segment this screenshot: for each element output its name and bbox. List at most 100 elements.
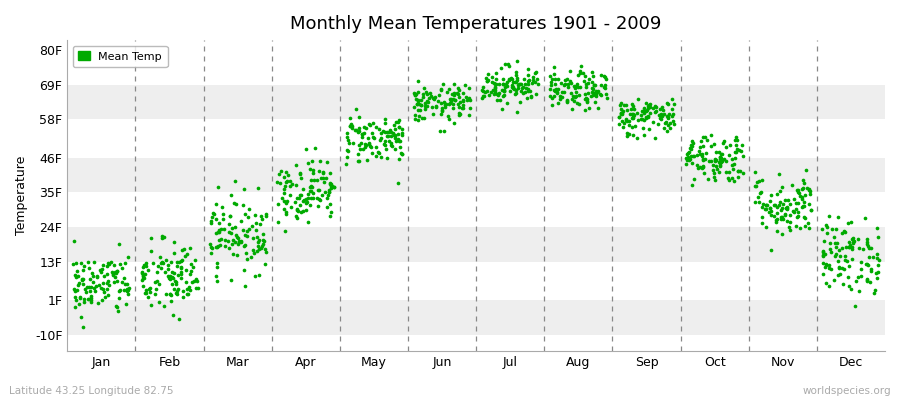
Point bbox=[155, 259, 169, 266]
Point bbox=[107, 262, 122, 268]
Point bbox=[724, 174, 739, 181]
Point bbox=[241, 214, 256, 221]
Point bbox=[544, 76, 559, 82]
Point bbox=[788, 222, 803, 229]
Point bbox=[487, 80, 501, 86]
Point bbox=[619, 132, 634, 139]
Point bbox=[735, 170, 750, 176]
Point bbox=[510, 85, 525, 91]
Point bbox=[439, 89, 454, 96]
Point bbox=[751, 179, 765, 185]
Point bbox=[289, 213, 303, 220]
Point bbox=[307, 176, 321, 183]
Point bbox=[83, 288, 97, 294]
Point bbox=[149, 278, 164, 284]
Point bbox=[620, 129, 634, 136]
Point bbox=[428, 94, 442, 101]
Point bbox=[708, 176, 723, 183]
Point bbox=[95, 280, 110, 286]
Point bbox=[634, 116, 649, 122]
Point bbox=[479, 75, 493, 81]
Point bbox=[851, 274, 866, 280]
Point bbox=[256, 236, 271, 243]
Point bbox=[118, 281, 132, 287]
Point bbox=[714, 155, 728, 161]
Point bbox=[774, 206, 788, 213]
Point bbox=[385, 143, 400, 150]
Point bbox=[100, 280, 114, 286]
Point bbox=[482, 92, 496, 98]
Point bbox=[776, 216, 790, 222]
Point bbox=[143, 234, 157, 241]
Point bbox=[369, 123, 383, 130]
Point bbox=[78, 288, 93, 295]
Point bbox=[101, 278, 115, 284]
Point bbox=[322, 201, 337, 207]
Point bbox=[790, 187, 805, 193]
Point bbox=[815, 226, 830, 232]
Point bbox=[98, 294, 112, 300]
Point bbox=[787, 196, 801, 202]
Point bbox=[565, 96, 580, 102]
Point bbox=[69, 260, 84, 266]
Point bbox=[353, 146, 367, 152]
Point bbox=[839, 244, 853, 250]
Point bbox=[140, 260, 154, 266]
Point bbox=[169, 263, 184, 270]
Point bbox=[803, 188, 817, 194]
Point bbox=[435, 107, 449, 113]
Point bbox=[327, 183, 341, 190]
Point bbox=[861, 244, 876, 251]
Point bbox=[505, 75, 519, 82]
Point bbox=[323, 180, 338, 186]
Point bbox=[719, 169, 733, 175]
Point bbox=[442, 115, 456, 122]
Point bbox=[860, 278, 875, 284]
Point bbox=[795, 186, 809, 192]
Point bbox=[585, 89, 599, 96]
Point bbox=[730, 145, 744, 152]
Point bbox=[152, 298, 166, 305]
Point bbox=[695, 152, 709, 159]
Point bbox=[223, 277, 238, 284]
Point bbox=[88, 288, 103, 294]
Point bbox=[316, 175, 330, 181]
Point bbox=[770, 191, 785, 197]
Point bbox=[377, 140, 392, 147]
Point bbox=[250, 242, 265, 249]
Point bbox=[254, 213, 268, 219]
Point bbox=[301, 160, 315, 166]
Point bbox=[751, 194, 765, 200]
Point bbox=[320, 159, 334, 166]
Point bbox=[230, 252, 245, 259]
Point bbox=[418, 103, 433, 109]
Point bbox=[453, 98, 467, 105]
Point bbox=[531, 81, 545, 88]
Point bbox=[291, 208, 305, 214]
Point bbox=[72, 295, 86, 302]
Point bbox=[801, 220, 815, 227]
Point bbox=[385, 130, 400, 136]
Point bbox=[823, 265, 837, 271]
Point bbox=[496, 80, 510, 87]
Point bbox=[696, 163, 710, 170]
Point bbox=[451, 101, 465, 107]
Point bbox=[720, 174, 734, 181]
Point bbox=[640, 105, 654, 111]
Point bbox=[690, 165, 705, 171]
Point bbox=[408, 116, 422, 123]
Point bbox=[717, 138, 732, 145]
Point bbox=[567, 98, 581, 104]
Point bbox=[170, 272, 184, 278]
Point bbox=[417, 114, 431, 121]
Point bbox=[860, 236, 874, 242]
Point bbox=[189, 284, 203, 291]
Point bbox=[174, 275, 188, 281]
Point bbox=[186, 263, 201, 270]
Point bbox=[273, 180, 287, 186]
Point bbox=[648, 108, 662, 115]
Point bbox=[661, 114, 675, 120]
Point bbox=[696, 157, 710, 164]
Point bbox=[861, 262, 876, 268]
Point bbox=[414, 102, 428, 109]
